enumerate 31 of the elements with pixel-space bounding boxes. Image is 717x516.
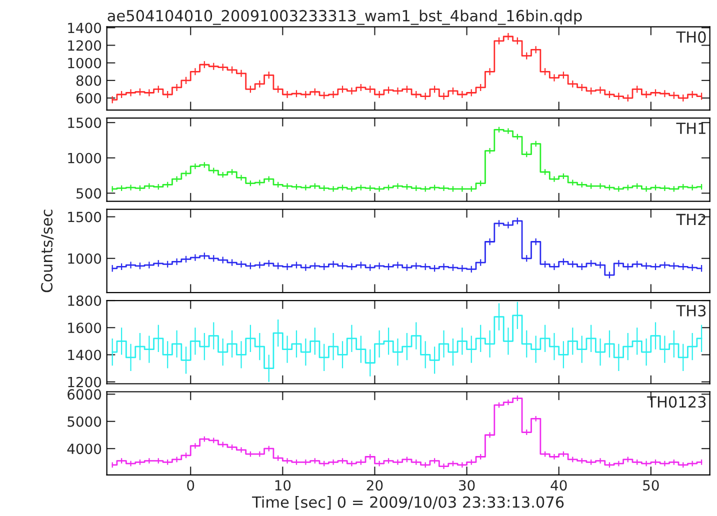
text: TH1 bbox=[676, 122, 706, 134]
x-tick-label: 0 bbox=[187, 480, 194, 491]
y-tick-label: 1500 bbox=[68, 118, 102, 128]
y-tick-label: 600 bbox=[76, 92, 102, 104]
y-tick-label: 4000 bbox=[67, 444, 102, 454]
x-tick-label: 20 bbox=[366, 480, 383, 491]
y-tick-label: 1000 bbox=[68, 253, 102, 264]
y-tick-label: 1400 bbox=[68, 22, 102, 34]
y-tick-label: 1800 bbox=[68, 295, 102, 306]
text: TH0123 bbox=[647, 396, 706, 408]
y-axis-title: Counts/sec bbox=[40, 210, 54, 292]
y-tick-label: 1200 bbox=[68, 40, 102, 51]
x-tick-label: 30 bbox=[459, 480, 475, 491]
y-tick-label: 500 bbox=[76, 188, 102, 199]
y-tick-label: 1000 bbox=[68, 58, 102, 68]
chart-title: ae504104010_20091003233313_wam1_bst_4band_16bin.qdp bbox=[108, 10, 582, 25]
text: TH0 bbox=[676, 31, 706, 43]
x-tick-label: 10 bbox=[275, 480, 291, 491]
y-tick-label: 1400 bbox=[68, 350, 102, 360]
y-tick-label: 6000 bbox=[68, 389, 102, 400]
y-tick-label: 1000 bbox=[68, 152, 102, 164]
series-label: TH3 bbox=[676, 304, 706, 317]
text: TH2 bbox=[676, 214, 706, 226]
x-tick-label: 40 bbox=[550, 480, 567, 491]
y-tick-label: 1500 bbox=[68, 212, 102, 222]
y-tick-label: 800 bbox=[76, 75, 102, 86]
y-tick-label: 5000 bbox=[68, 416, 102, 427]
x-tick-label: 50 bbox=[643, 480, 659, 491]
y-tick-label: 1200 bbox=[68, 376, 102, 388]
x-axis-title: Time [sec] 0 = 2009/10/03 23:33:13.076 bbox=[252, 496, 564, 510]
y-tick-label: 1600 bbox=[68, 322, 102, 334]
